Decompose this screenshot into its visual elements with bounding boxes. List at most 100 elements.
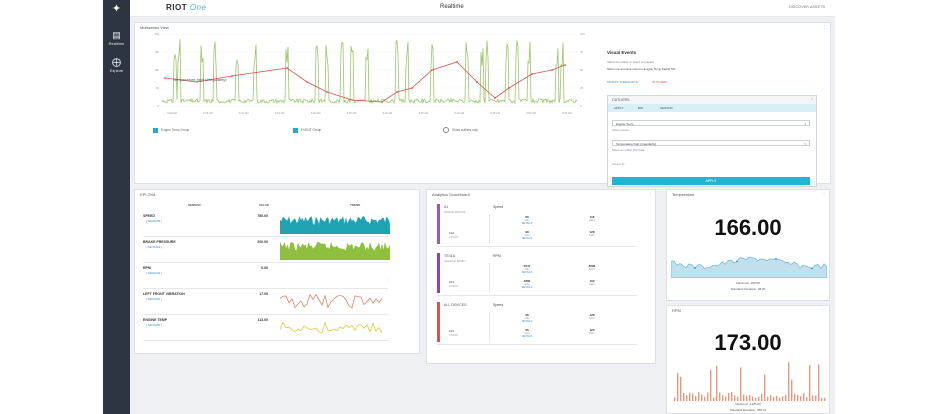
stat-details-link[interactable]: DETAILS (521, 335, 533, 338)
app-logo[interactable]: ✦ (111, 3, 122, 15)
scoreboard-row: ALL DEVICES 101 COUNT Speed 98 MIN DETAILS 128 M… (437, 300, 637, 345)
rpm-bar (788, 362, 790, 401)
y2-tick-label: 50 (580, 68, 584, 72)
scoreboard-stat: 102 MAX (582, 279, 602, 286)
panel-title: Multiseries View (140, 25, 169, 30)
stat-details-link[interactable]: DETAILS (521, 320, 533, 323)
sidebar-item-explore[interactable]: ⨁ Explore (103, 57, 130, 73)
x-tick-label: 6:05 AM (203, 111, 213, 115)
event-point (411, 87, 413, 89)
stat-label: MAX (589, 317, 595, 320)
panel-menu-icon[interactable]: ⋮ (822, 307, 826, 312)
legend-label: EVENT Group (301, 128, 322, 132)
scoreboard-accent-bar (437, 302, 440, 342)
event-point (476, 81, 478, 83)
rpm-bar (689, 392, 691, 401)
panel-menu-icon[interactable]: ⋮ (648, 191, 652, 196)
bar-chart-icon: ▤ (112, 30, 121, 40)
y-tick-label: 150 (154, 50, 159, 54)
panel-menu-icon[interactable]: ⋮ (822, 191, 826, 196)
stat-value: 4880 (523, 279, 531, 283)
kpi-sensor-link[interactable]: [ SENSOR ] (146, 297, 163, 301)
kpi-sensor-link[interactable]: [ SENSOR ] (146, 323, 163, 327)
y-tick-label: 0 (157, 104, 159, 108)
series-event-points (164, 61, 566, 103)
rpm-bar (803, 393, 805, 401)
legend-swatch (293, 127, 298, 133)
legend-item[interactable]: Engine Temp Group (153, 127, 189, 133)
stat-value: 98 (525, 313, 529, 317)
scoreboard-count: 101 (449, 329, 455, 333)
rpm-bar (779, 397, 781, 401)
scoreboard-row: A1 SINGLE DEVICE 134 COUNT Speed 98 MIN DETAILS… (437, 202, 637, 247)
x-tick-label: 6:40 AM (455, 111, 465, 115)
tab-apply[interactable]: APPLY (614, 106, 624, 110)
y2-tick-label: 75 (580, 50, 584, 54)
outliers-toggle[interactable]: Show outliers only (443, 127, 478, 134)
legend-item[interactable]: EVENT Group (293, 127, 321, 133)
kpi-sensor-link[interactable]: [ SENSOR ] (146, 245, 163, 249)
sensor-id-label: Sensor ID (612, 162, 625, 166)
rpm-bar (695, 396, 697, 401)
apply-button[interactable]: APPLY (612, 177, 810, 185)
panel-menu-icon[interactable]: ⋮ (823, 24, 827, 29)
stat-value: 96 (525, 328, 529, 332)
stat-label: MIN (524, 219, 530, 222)
rpm-bar (782, 396, 784, 401)
y-tick-label: 50 (156, 86, 160, 90)
modify-threshold-link[interactable]: MODIFY THRESHOLD (607, 80, 638, 84)
kpi-trend-line (280, 293, 383, 309)
scoreboard-stat: 128 MAX (582, 313, 602, 320)
y2-tick-label: 100 (580, 32, 585, 36)
rpm-bar (806, 397, 808, 401)
kpi-trend-chart (388, 279, 389, 281)
stat-value: 98 (525, 215, 529, 219)
event-point (196, 81, 198, 83)
column-header-trend: TREND (350, 203, 361, 207)
panel-title: Temperature (672, 192, 695, 197)
stat-value: 128 (589, 313, 595, 317)
rpm-bar (770, 395, 772, 401)
sparkline-point (736, 260, 738, 263)
chart-annotation: Temperature high (irregularity) (173, 77, 227, 82)
rpm-bar (743, 394, 745, 401)
rpm-bar (764, 374, 766, 401)
stat-details-link[interactable]: DETAILS (521, 286, 533, 289)
sidebar-item-realtime[interactable]: ▤ Realtime (103, 30, 130, 46)
x-tick-label: 6:45 AM (490, 111, 500, 115)
brand-suffix: One (189, 3, 207, 12)
x-tick-label: 6:10 AM (239, 111, 249, 115)
tab-bin[interactable]: BIN (638, 106, 644, 110)
scoreboard-stat: 4880 AVG DETAILS (517, 279, 537, 289)
discover-assets-link[interactable]: DISCOVER ASSETS (789, 5, 825, 9)
stat-details-link[interactable]: DETAILS (521, 222, 533, 225)
kpi-sensor-link[interactable]: [ SENSOR ] (146, 219, 163, 223)
tab-sensor[interactable]: SENSOR (660, 106, 673, 110)
outliers-link[interactable]: OUTLIERS (652, 80, 668, 84)
scoreboard-row: TESLA VEHICLE FAMILY 101 COUNT RPM 5647 MIN DET… (437, 251, 637, 296)
close-icon[interactable]: × (810, 97, 813, 101)
rpm-bar (677, 373, 679, 401)
brand-name: RIOT (166, 3, 188, 12)
event-point (431, 69, 433, 71)
outliers-tabs: APPLY BIN SENSOR (608, 104, 816, 112)
rpm-bar (752, 396, 754, 401)
sensor-select[interactable]: Engine Temp ▾ (612, 120, 810, 126)
kpi-sensor-link[interactable]: [ SENSOR ] (146, 271, 163, 275)
scoreboard-panel: Analytics Scoreboard ⋮ A1 SINGLE DEVICE 13… (426, 189, 656, 364)
stat-details-link[interactable]: DETAILS (521, 271, 533, 274)
rpm-bar (794, 394, 796, 401)
stat-label: MAX (589, 332, 595, 335)
rpm-bar (785, 394, 787, 401)
scoreboard-count-label: COUNT (449, 236, 459, 239)
rpm-bar (812, 395, 814, 401)
kpi-row: ENGINE TEMP[ SENSOR ] 113.00 (143, 314, 388, 341)
outliers-panel: OUTLIERS × APPLY BIN SENSOR Engine Temp … (607, 95, 817, 187)
event-point (551, 69, 553, 71)
x-tick-label: 6:20 AM (311, 111, 321, 115)
threshold-select[interactable]: Temperature high (irregularity) ▾ (612, 140, 810, 146)
rpm-bar (701, 394, 703, 401)
rpm-bar (692, 393, 694, 401)
scoreboard-stat: 96 AVG DETAILS (517, 328, 537, 338)
stat-details-link[interactable]: DETAILS (521, 237, 533, 240)
